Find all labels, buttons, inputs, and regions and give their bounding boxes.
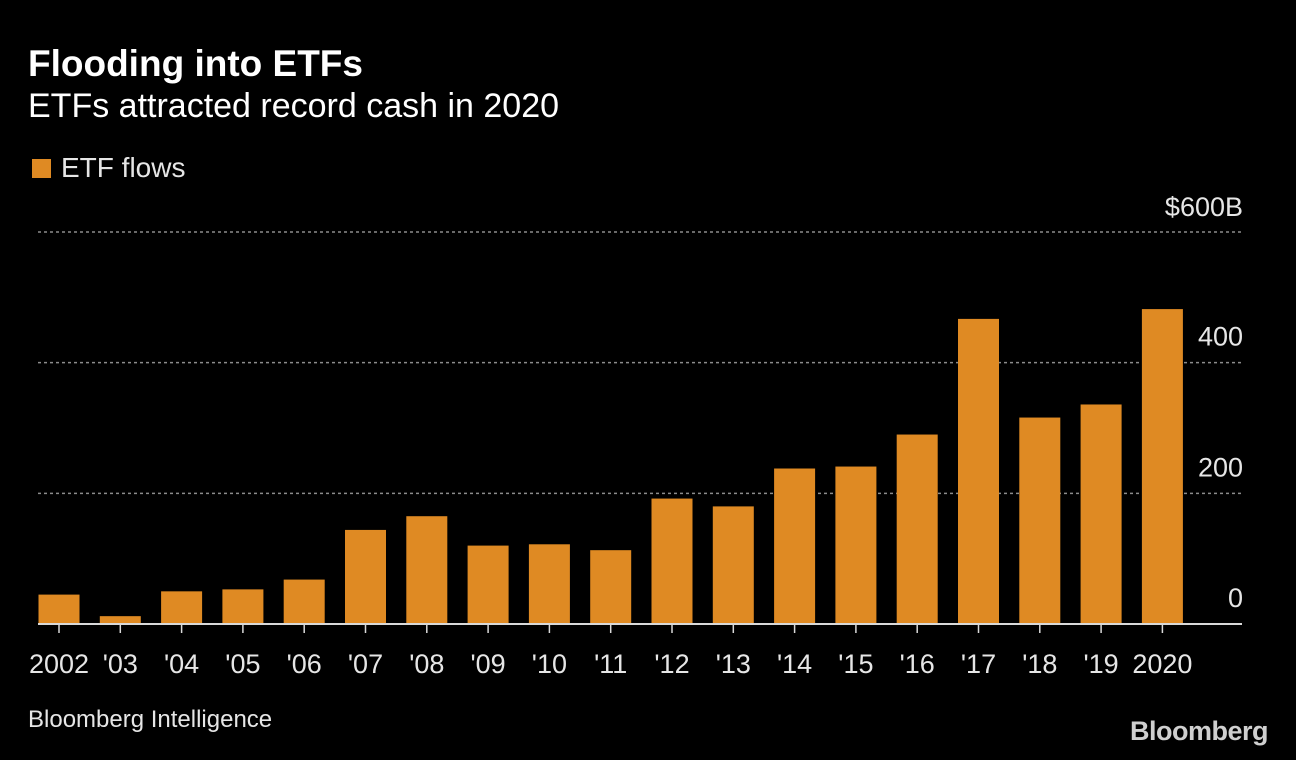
x-tick-label: '11: [594, 649, 627, 679]
bar: [835, 466, 877, 624]
bar: [1019, 417, 1061, 624]
y-tick-label: 0: [1228, 583, 1243, 613]
legend-label: ETF flows: [61, 152, 186, 183]
x-axis-ticks: 2002 '03 '04 '05 '06 '07 '08 '09 '10 '11 '12 '13 '14…: [29, 624, 1192, 679]
x-tick-label: '03: [103, 649, 138, 679]
bar: [712, 506, 754, 624]
x-tick-label: '15: [838, 649, 873, 679]
x-tick-label: '19: [1084, 649, 1119, 679]
bars: [38, 309, 1183, 624]
chart-title: Flooding into ETFs: [28, 43, 363, 84]
x-tick-label: '18: [1022, 649, 1057, 679]
source-note: Bloomberg Intelligence: [28, 706, 273, 733]
x-tick-label: 2002: [29, 649, 89, 679]
bar: [222, 589, 264, 624]
bar: [38, 594, 80, 624]
bar: [283, 579, 325, 624]
x-tick-label: '12: [654, 649, 689, 679]
x-tick-label: '13: [716, 649, 751, 679]
bar: [651, 498, 693, 624]
bar: [590, 550, 632, 624]
x-tick-label: '06: [287, 649, 322, 679]
bar: [1141, 309, 1183, 624]
bar: [99, 616, 141, 624]
x-tick-label: '08: [409, 649, 444, 679]
chart-subtitle: ETFs attracted record cash in 2020: [28, 87, 560, 125]
legend-swatch: [32, 158, 51, 178]
bar: [467, 545, 509, 624]
y-tick-label: 400: [1198, 322, 1243, 352]
legend: ETF flows: [32, 152, 185, 184]
x-tick-label: '09: [471, 649, 506, 679]
y-axis-ticks: 0 200 400 $600B: [1165, 192, 1243, 613]
bloomberg-logo: Bloomberg: [1129, 716, 1269, 746]
y-tick-label: $600B: [1165, 192, 1243, 222]
x-tick-label: '14: [777, 649, 812, 679]
x-tick-label: '17: [961, 649, 996, 679]
bar: [774, 468, 816, 624]
x-tick-label: '07: [348, 649, 383, 679]
bar: [406, 516, 448, 624]
x-tick-label: '05: [225, 649, 260, 679]
x-tick-label: '16: [900, 649, 935, 679]
x-tick-label: 2020: [1132, 649, 1192, 679]
bar: [528, 544, 570, 624]
bar: [958, 318, 999, 624]
gridlines: [38, 231, 1242, 495]
x-tick-label: '10: [532, 649, 567, 679]
bar: [345, 529, 386, 624]
bar: [1080, 404, 1122, 624]
bar: [161, 591, 203, 624]
x-tick-label: '04: [164, 649, 199, 679]
y-tick-label: 200: [1198, 452, 1243, 482]
bar: [896, 434, 938, 624]
